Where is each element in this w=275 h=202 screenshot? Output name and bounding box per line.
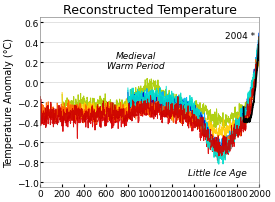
Y-axis label: Temperature Anomaly (°C): Temperature Anomaly (°C) <box>4 38 14 168</box>
Text: Medieval
Warm Period: Medieval Warm Period <box>107 51 164 71</box>
Text: 2004 *: 2004 * <box>225 32 255 41</box>
Text: Little Ice Age: Little Ice Age <box>188 168 247 177</box>
Title: Reconstructed Temperature: Reconstructed Temperature <box>63 4 237 17</box>
